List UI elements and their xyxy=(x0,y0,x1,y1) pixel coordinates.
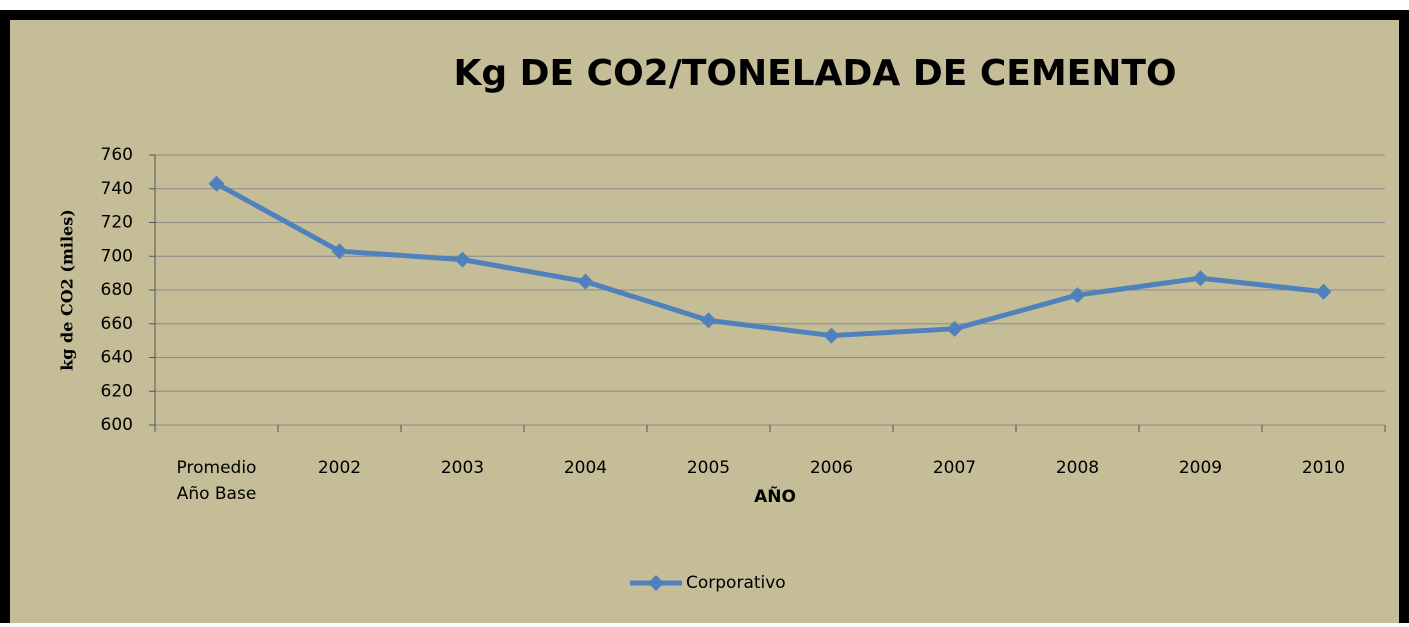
y-tick-label: 620 xyxy=(101,381,133,401)
data-point xyxy=(1192,270,1209,287)
legend-marker xyxy=(648,575,664,591)
data-point xyxy=(946,320,963,337)
line-series xyxy=(215,181,1324,339)
y-axis-label: kg de CO2 (miles) xyxy=(58,209,77,371)
data-point xyxy=(823,327,840,344)
data-point xyxy=(208,175,225,192)
x-tick-label: 2002 xyxy=(317,458,362,478)
chart: Kg DE CO2/TONELADA DE CEMENTO kg de CO2 … xyxy=(0,10,1409,627)
y-tick-label: 740 xyxy=(101,179,133,199)
data-point xyxy=(700,312,717,329)
data-point xyxy=(454,251,471,268)
y-tick-label: 640 xyxy=(101,348,133,368)
data-point xyxy=(1069,287,1086,304)
x-tick-label: 2009 xyxy=(1178,458,1223,478)
x-tick-label: 2004 xyxy=(563,458,608,478)
y-tick-label: 760 xyxy=(101,145,133,165)
data-point xyxy=(1315,283,1332,300)
x-tick-label: Promedio Año Base xyxy=(176,458,257,504)
chart-frame: Kg DE CO2/TONELADA DE CEMENTO kg de CO2 … xyxy=(0,10,1409,627)
x-tick-label: 2008 xyxy=(1055,458,1100,478)
y-tick-label: 700 xyxy=(101,246,133,266)
x-tick-label: 2003 xyxy=(440,458,485,478)
x-tick-label: 2007 xyxy=(932,458,977,478)
data-point xyxy=(577,273,594,290)
x-tick-label: 2005 xyxy=(686,458,731,478)
legend-label: Corporativo xyxy=(686,573,786,593)
y-tick-label: 720 xyxy=(101,213,133,233)
x-tick-label: 2006 xyxy=(809,458,854,478)
data-point xyxy=(331,243,348,260)
y-tick-label: 680 xyxy=(101,280,133,300)
x-tick-label: 2010 xyxy=(1301,458,1346,478)
chart-title: Kg DE CO2/TONELADA DE CEMENTO xyxy=(453,53,1176,94)
x-axis-label: AÑO xyxy=(754,484,796,507)
y-tick-label: 600 xyxy=(101,415,133,435)
y-tick-label: 660 xyxy=(101,314,133,334)
